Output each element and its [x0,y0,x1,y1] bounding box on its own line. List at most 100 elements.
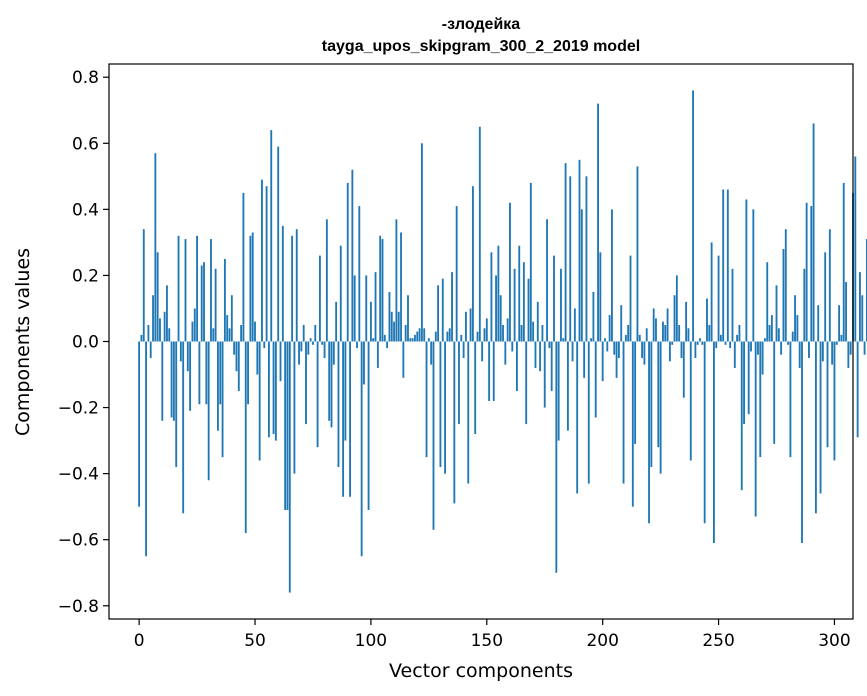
bar-182 [560,268,562,342]
bar-95 [358,206,361,342]
bar-22 [189,341,192,411]
bar-310 [856,341,859,438]
bar-228 [666,308,669,342]
bar-193 [585,176,588,342]
bar-179 [553,255,555,342]
bar-60 [277,146,280,342]
bar-274 [773,341,776,444]
bar-27 [200,265,203,342]
bar-86 [337,341,340,468]
bar-65 [288,341,291,593]
bar-146 [476,331,479,342]
bar-70 [300,341,303,352]
y-tick-label: −0.2 [58,399,99,419]
bar-288 [805,202,808,342]
bar-174 [541,324,544,342]
bar-21 [186,341,189,372]
x-tick-label: 0 [134,631,145,651]
bar-82 [328,341,331,421]
bar-98 [365,275,368,342]
bar-109 [390,311,393,342]
bar-294 [819,341,822,494]
y-tick-label: 0.8 [72,68,99,88]
chart-title: -злодейка [442,16,520,33]
bar-25 [196,235,198,342]
plot-frame [108,63,854,620]
bar-118 [411,338,414,342]
bar-80 [323,341,326,359]
bar-204 [611,209,613,342]
bar-185 [566,341,569,431]
bar-84 [332,341,335,365]
bar-249 [715,341,718,349]
bar-127 [432,341,435,530]
bar-168 [527,278,530,342]
bar-277 [780,341,783,355]
bar-280 [787,341,790,345]
bar-55 [265,186,268,342]
bar-276 [777,328,780,342]
bar-136 [453,341,456,504]
bar-144 [471,186,474,342]
bar-125 [427,338,430,342]
bar-131 [441,278,444,342]
bar-3 [145,341,148,557]
bar-149 [483,328,486,342]
bar-76 [314,324,317,342]
bar-17 [177,235,180,342]
bar-212 [629,255,632,342]
bar-216 [638,334,641,342]
bar-155 [497,245,500,342]
y-tick-label: −0.4 [58,465,99,485]
x-tick-label: 300 [818,631,850,651]
bar-213 [631,341,634,507]
bar-305 [845,282,847,342]
bar-311 [859,272,861,342]
bar-62 [281,225,284,342]
x-tick-label: 200 [586,631,618,651]
bar-265 [752,209,755,342]
bar-2 [142,229,145,342]
bar-23 [191,321,194,342]
bar-307 [849,341,852,355]
bar-13 [168,328,171,342]
bar-72 [305,341,307,425]
bar-91 [349,341,351,497]
bar-16 [175,341,178,468]
bar-229 [668,341,671,362]
bar-134 [448,328,451,342]
y-tick-label: 0.0 [72,333,99,353]
bar-224 [657,341,660,448]
bar-238 [689,341,692,461]
bar-306 [847,341,850,368]
x-tick-label: 150 [471,631,503,651]
bar-12 [166,285,168,342]
bar-47 [247,341,249,405]
bar-56 [268,341,270,438]
bar-104 [379,235,382,342]
bar-259 [738,324,741,342]
bar-254 [726,189,729,342]
bar-99 [367,341,370,510]
bar-256 [731,268,734,342]
bar-148 [481,341,484,362]
bar-251 [719,334,722,342]
bar-188 [573,308,576,342]
bar-282 [791,331,794,342]
bar-296 [824,252,827,342]
bar-108 [388,291,391,342]
bar-39 [228,328,231,342]
bar-217 [641,341,644,359]
bar-15 [172,341,175,421]
bar-130 [439,341,442,468]
bar-120 [416,331,419,342]
bar-100 [369,301,372,342]
bar-304 [842,182,845,342]
x-axis-ticks: 0 50 100 150 200 250 300 [134,619,851,651]
bar-140 [462,341,465,359]
bar-105 [381,239,384,342]
bar-186 [569,176,572,342]
bar-68 [295,229,298,342]
bar-153 [492,341,495,401]
bar-190 [578,159,581,342]
